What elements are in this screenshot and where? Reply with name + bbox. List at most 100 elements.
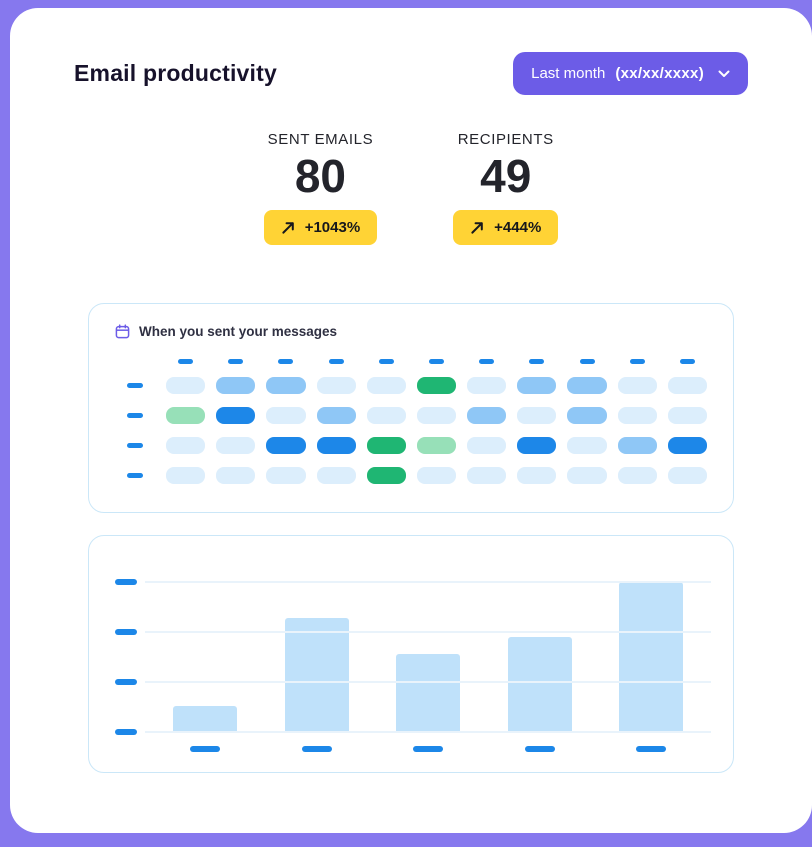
heatmap-column-tick-slot <box>567 358 606 364</box>
heatmap-cell <box>216 466 256 484</box>
heatmap-cell <box>467 406 507 424</box>
heatmap-cell <box>316 406 356 424</box>
bar-chart-y-axis <box>105 578 145 735</box>
heatmap-cell <box>467 466 507 484</box>
arrow-up-right-icon <box>470 220 485 235</box>
heatmap-column-tick-slot <box>166 358 205 364</box>
chevron-down-icon <box>718 70 730 78</box>
column-tick-mark <box>228 358 244 364</box>
bar-slot <box>507 582 572 732</box>
heatmap-card-header: When you sent your messages <box>115 324 707 339</box>
column-tick-mark <box>529 358 545 364</box>
heatmap-cell <box>416 376 457 394</box>
heatmap-column-tick-slot <box>216 358 255 364</box>
heatmap-cell <box>617 376 657 394</box>
heatmap-column-tick-slot <box>517 358 556 364</box>
heatmap-column-tick-slot <box>317 358 356 364</box>
trend-value: +1043% <box>304 218 361 236</box>
heatmap-column-tick-slot <box>618 358 657 364</box>
bar-chart-gridline <box>145 680 711 683</box>
x-axis-tick-mark <box>301 745 332 752</box>
heatmap-cell <box>617 406 657 424</box>
heatmap-cell <box>366 406 406 424</box>
heatmap-row-tick-slot <box>115 442 155 448</box>
period-selector[interactable]: Last month (xx/xx/xxxx) <box>513 52 748 95</box>
x-axis-tick-mark <box>524 745 555 752</box>
heatmap-cell <box>416 466 457 484</box>
heatmap-column-tick-slot <box>266 358 305 364</box>
column-tick-mark <box>479 358 495 364</box>
y-axis-tick-mark <box>115 728 137 735</box>
trend-badge: +1043% <box>263 209 378 245</box>
heatmap-cell <box>567 436 607 454</box>
bar-chart-card <box>88 534 734 773</box>
heatmap-cell <box>166 406 206 424</box>
bar-slot <box>173 582 237 732</box>
bar-slot <box>619 581 683 732</box>
heatmap-cell <box>617 436 657 454</box>
x-axis-tick-slot <box>173 745 237 752</box>
bar-chart-gridline <box>145 630 711 633</box>
trend-value: +444% <box>494 218 542 236</box>
heatmap-cell <box>216 436 256 454</box>
heatmap-card: When you sent your messages <box>88 302 734 513</box>
column-tick-mark <box>679 358 695 364</box>
row-tick-mark <box>127 382 143 388</box>
x-axis-tick-mark <box>190 745 220 752</box>
x-axis-tick-mark <box>636 745 666 752</box>
stat-sent-emails: SENT EMAILS 80 +1043% <box>263 131 378 245</box>
trend-badge: +444% <box>453 209 559 245</box>
heatmap-cell <box>567 466 607 484</box>
heatmap-cell <box>366 466 406 484</box>
column-tick-mark <box>428 358 444 364</box>
heatmap-cell <box>366 376 406 394</box>
bar <box>173 706 237 732</box>
x-axis-tick-slot <box>396 745 460 752</box>
bar <box>507 637 572 732</box>
period-label: Last month <box>531 65 606 82</box>
heatmap-cell <box>316 436 356 454</box>
y-axis-tick-mark <box>115 678 137 685</box>
bar-chart-x-axis <box>145 745 711 752</box>
heatmap-column-tick-slot <box>367 358 406 364</box>
heatmap-cell <box>216 406 256 424</box>
period-value: (xx/xx/xxxx) <box>615 65 704 82</box>
x-axis-tick-mark <box>413 745 443 752</box>
heatmap-column-tick-slot <box>467 358 506 364</box>
heatmap-cell <box>667 436 707 454</box>
heatmap-cell <box>366 436 406 454</box>
row-tick-mark <box>127 472 143 478</box>
heatmap-row-tick-slot <box>115 382 155 388</box>
header: Email productivity Last month (xx/xx/xxx… <box>74 52 748 95</box>
y-axis-tick-mark <box>115 578 137 585</box>
heatmap-cell <box>667 406 707 424</box>
bar-chart-gridline <box>145 730 711 733</box>
bar-chart-plot <box>145 580 711 733</box>
heatmap-cell <box>667 376 707 394</box>
calendar-icon <box>115 324 130 339</box>
heatmap-cell <box>517 376 557 394</box>
heatmap-cell <box>166 436 206 454</box>
heatmap-grid <box>115 358 707 484</box>
stat-label: RECIPIENTS <box>457 131 554 148</box>
bar-chart-gridline <box>145 580 711 583</box>
heatmap-cell <box>667 466 707 484</box>
dashboard-card: Email productivity Last month (xx/xx/xxx… <box>10 8 812 833</box>
stat-label: SENT EMAILS <box>267 131 374 148</box>
bar <box>284 617 349 732</box>
column-tick-mark <box>278 358 294 364</box>
x-axis-tick-slot <box>285 745 349 752</box>
bar-chart <box>105 578 711 752</box>
heatmap-cell <box>266 376 306 394</box>
column-tick-mark <box>579 358 595 364</box>
bar <box>396 653 460 732</box>
stat-value: 80 <box>294 150 347 202</box>
bar <box>619 581 683 732</box>
heatmap-cell <box>467 436 507 454</box>
x-axis-tick-slot <box>508 745 572 752</box>
column-tick-mark <box>629 358 645 364</box>
heatmap-row-tick-slot <box>115 472 155 478</box>
heatmap-row-tick-slot <box>115 412 155 418</box>
heatmap-cell <box>266 406 306 424</box>
